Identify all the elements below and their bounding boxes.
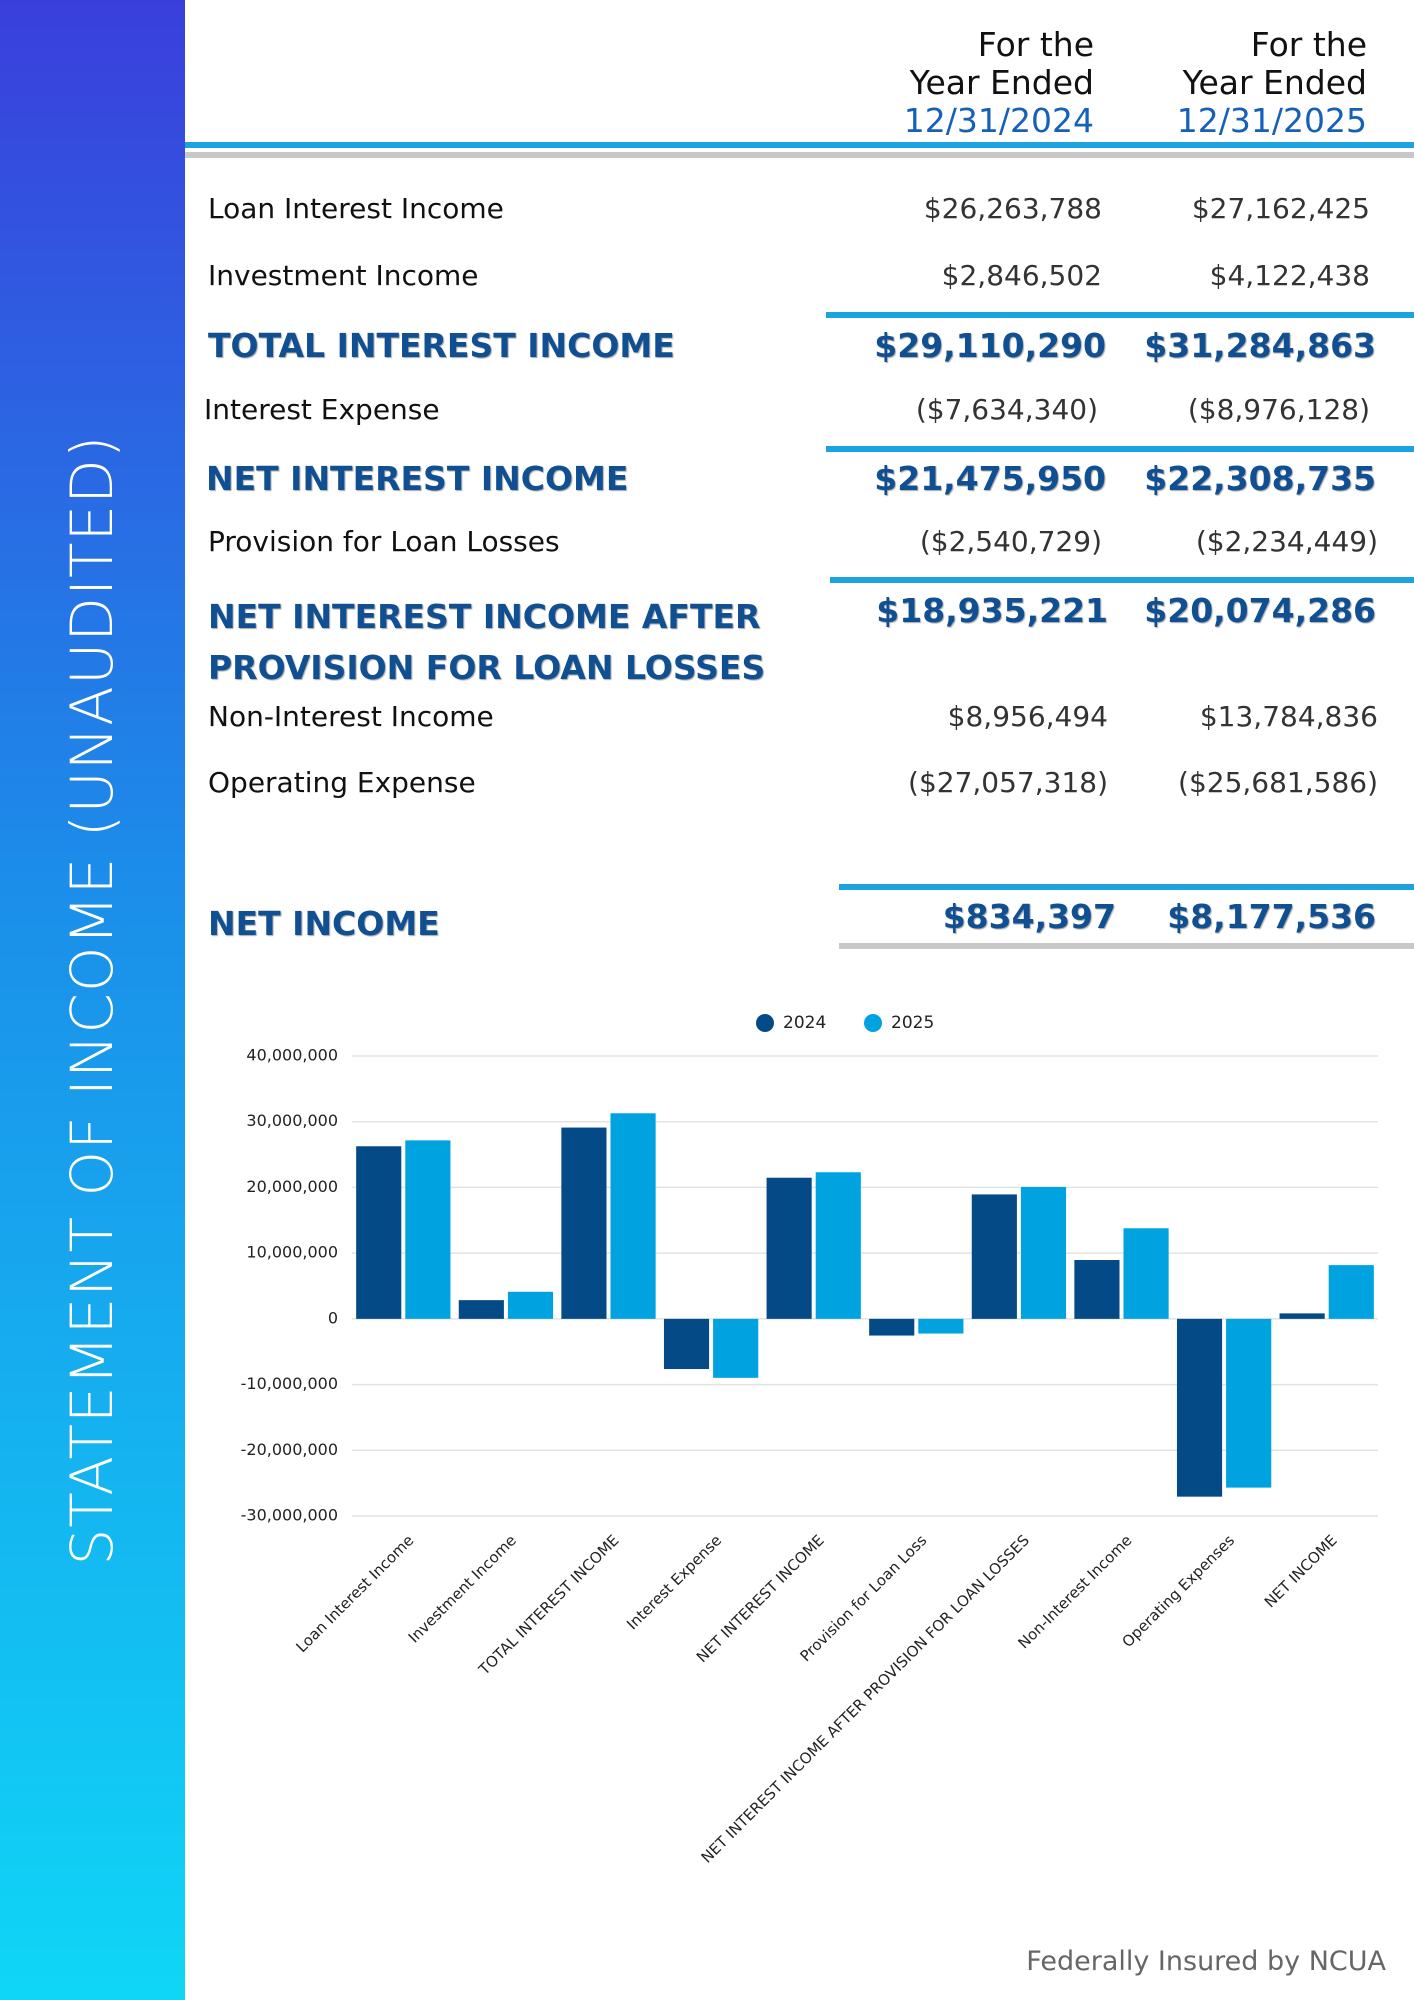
- bar: [561, 1127, 607, 1319]
- total-rule: [839, 884, 1414, 890]
- bar: [507, 1291, 554, 1319]
- row-value: ($27,057,318): [908, 766, 1108, 799]
- bar: [610, 1113, 656, 1319]
- x-tick-label: Investment Income: [405, 1531, 520, 1646]
- x-tick-label: NET INCOME: [1261, 1531, 1341, 1611]
- header-rule: [185, 152, 1414, 158]
- row-value: $26,263,788: [923, 192, 1102, 225]
- y-tick-label: -20,000,000: [241, 1440, 338, 1459]
- row-value: ($25,681,586): [1178, 766, 1378, 799]
- x-tick-label: Operating Expenses: [1118, 1531, 1238, 1651]
- legend-label: 2025: [891, 1013, 934, 1033]
- header-line: For the: [977, 25, 1094, 64]
- row-label: NET INTEREST INCOME: [206, 459, 629, 498]
- row-value: $2,846,502: [941, 259, 1102, 292]
- header-line: For the: [1250, 25, 1367, 64]
- x-tick-label: Interest Expense: [623, 1531, 725, 1633]
- bar: [1123, 1228, 1169, 1319]
- bar: [1279, 1313, 1325, 1319]
- bar: [1226, 1318, 1272, 1488]
- y-tick-label: 30,000,000: [246, 1111, 338, 1130]
- x-tick-label: NET INTEREST INCOME AFTER PROVISION FOR …: [698, 1531, 1033, 1866]
- row-value: $29,110,290: [874, 326, 1106, 365]
- row-label: NET INTEREST INCOME AFTER PROVISION FOR …: [208, 597, 766, 687]
- row-label: Investment Income: [208, 259, 479, 292]
- row-label: Provision for Loan Losses: [208, 525, 560, 558]
- row-value: ($7,634,340): [915, 393, 1098, 426]
- bar: [1328, 1265, 1374, 1319]
- header-date: 12/31/2024: [903, 101, 1094, 140]
- bar: [1176, 1318, 1223, 1497]
- y-tick-label: 0: [328, 1308, 338, 1327]
- row-value: $8,177,536: [1167, 897, 1376, 936]
- row-value: ($8,976,128): [1187, 393, 1370, 426]
- row-value: $8,956,494: [947, 700, 1108, 733]
- bar: [356, 1146, 402, 1319]
- row-label: Loan Interest Income: [208, 192, 504, 225]
- y-tick-label: 40,000,000: [246, 1046, 338, 1065]
- x-tick-label: Non-Interest Income: [1015, 1531, 1136, 1652]
- bar: [869, 1318, 915, 1336]
- row-value: $31,284,863: [1144, 326, 1376, 365]
- header-line: Year Ended: [1182, 63, 1367, 102]
- chart: 40,000,000 30,000,000 20,000,000 10,000,000…: [241, 1013, 1378, 1867]
- row-value: $4,122,438: [1209, 259, 1370, 292]
- bar: [815, 1172, 861, 1319]
- total-rule: [826, 312, 1414, 318]
- bar: [766, 1177, 812, 1319]
- bar: [918, 1318, 964, 1334]
- bar: [1074, 1260, 1120, 1319]
- row-value: $21,475,950: [874, 459, 1106, 498]
- row-label: Operating Expense: [208, 766, 476, 799]
- y-tick-label: 20,000,000: [246, 1177, 338, 1196]
- row-value: ($2,540,729): [919, 525, 1102, 558]
- total-rule: [826, 446, 1414, 452]
- legend-swatch: [756, 1014, 774, 1032]
- row-label: Interest Expense: [204, 393, 440, 426]
- row-value: $18,935,221: [876, 591, 1108, 630]
- bar: [458, 1300, 504, 1319]
- total-rule: [839, 943, 1414, 949]
- total-rule: [830, 577, 1414, 583]
- header-date: 12/31/2025: [1176, 101, 1367, 140]
- row-label: NET INCOME: [208, 904, 440, 943]
- header-line: Year Ended: [909, 63, 1094, 102]
- header-rule: [185, 142, 1414, 148]
- row-value: $22,308,735: [1144, 459, 1376, 498]
- bar: [663, 1318, 710, 1370]
- sidebar: STATEMENT OF INCOME (UNAUDITED): [0, 0, 185, 2000]
- bar: [971, 1194, 1017, 1319]
- footer: Federally Insured by NCUA: [1026, 1946, 1386, 1977]
- legend-swatch: [864, 1014, 882, 1032]
- row-value: $834,397: [942, 897, 1116, 936]
- y-tick-label: 10,000,000: [246, 1243, 338, 1262]
- row-label: Non-Interest Income: [208, 700, 494, 733]
- y-tick-label: -10,000,000: [241, 1374, 338, 1393]
- bar: [1020, 1186, 1067, 1319]
- bar: [405, 1140, 451, 1319]
- row-value: $13,784,836: [1199, 700, 1378, 733]
- legend-label: 2024: [783, 1013, 826, 1033]
- row-value: $27,162,425: [1191, 192, 1370, 225]
- column-header: For the Year Ended 12/31/2024: [904, 26, 1094, 140]
- x-tick-label: Loan Interest Income: [292, 1531, 417, 1656]
- y-tick-label: -30,000,000: [241, 1506, 338, 1525]
- row-value: ($2,234,449): [1195, 525, 1378, 558]
- column-header: For the Year Ended 12/31/2025: [1177, 26, 1367, 140]
- row-label: TOTAL INTEREST INCOME: [208, 326, 675, 365]
- row-value: $20,074,286: [1144, 591, 1376, 630]
- bar: [713, 1318, 759, 1378]
